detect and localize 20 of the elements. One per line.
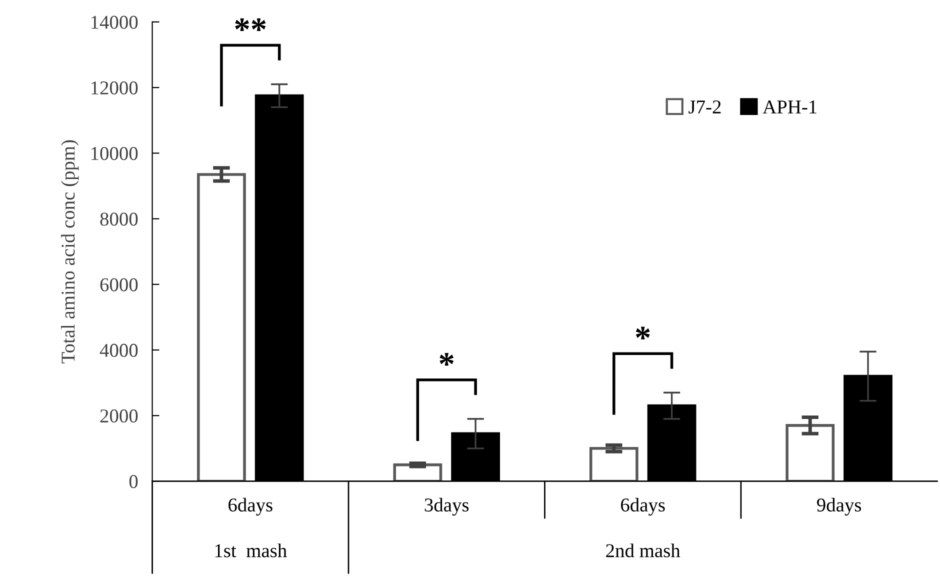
text: 1st mash — [215, 544, 287, 558]
annotation: * — [636, 326, 650, 340]
y-axis-title: Total amino acid conc (ppm) — [61, 140, 79, 364]
legend-label: APH-1 — [762, 100, 816, 114]
x-tick-label: 6days — [228, 498, 272, 516]
annotation: * — [440, 353, 454, 366]
annotation: ** — [235, 18, 266, 31]
y-tick-label: 0 — [129, 475, 138, 488]
y-tick-label: 8000 — [100, 212, 138, 226]
x-tick-label: 6days — [620, 498, 665, 516]
y-tick-label: 14000 — [91, 16, 138, 29]
y-tick-label: 12000 — [91, 81, 138, 94]
x-tick-label: 3days — [424, 498, 469, 516]
x-tick-label: 9days — [817, 498, 862, 516]
text: 2nd mash — [606, 544, 680, 558]
y-tick-label: 10000 — [91, 146, 138, 160]
y-tick-label: 6000 — [100, 278, 138, 292]
legend-label: J7-2 — [688, 100, 721, 114]
y-tick-label: 2000 — [100, 409, 138, 423]
y-tick-label: 4000 — [100, 344, 138, 357]
